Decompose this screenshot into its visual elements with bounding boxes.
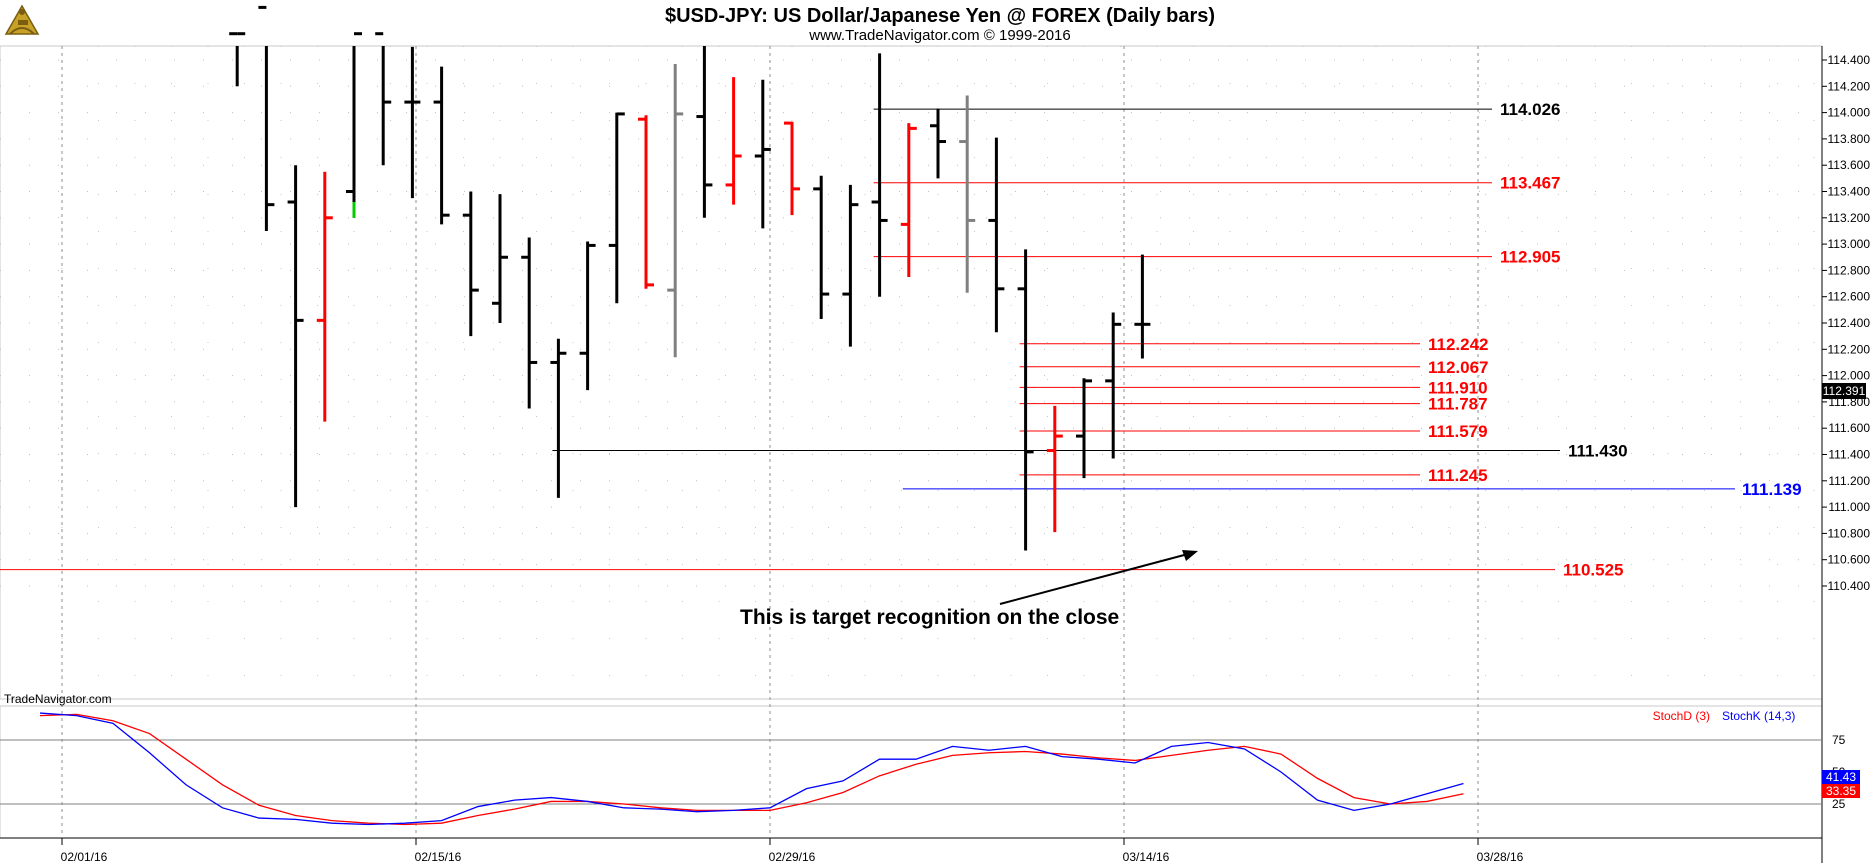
ohlc-bar [930,108,946,179]
header-band [0,0,1876,44]
ohlc-bar [959,95,976,293]
level-label: 111.139 [1742,480,1802,499]
stochk-legend: StochK (14,3) [1722,709,1795,723]
y-tick-label: 112.800 [1828,263,1871,277]
y-tick-label: 110.800 [1828,526,1871,540]
ohlc-bar [1105,312,1122,459]
stochastic-panel: 755025 [0,712,1846,826]
y-tick-label: 110.600 [1828,553,1871,567]
ohlc-bar [638,115,654,289]
ohlc-bar [1046,405,1063,533]
stochk-value-marker: 41.43 [1822,770,1860,784]
ohlc-bars [229,5,1151,551]
ohlc-bar [754,79,771,229]
ohlc-bar [813,175,830,320]
ohlc-bar [492,194,508,323]
y-tick-label: 114.200 [1828,79,1871,93]
level-label: 111.430 [1568,442,1628,461]
ohlc-bar [725,77,742,205]
x-tick-label: 02/01/16 [61,850,108,863]
level-label: 113.467 [1500,174,1561,193]
y-tick-label: 111.600 [1828,421,1870,435]
y-tick-label: 113.000 [1828,237,1871,251]
y-tick-label: 113.400 [1828,185,1871,199]
stochk-line [39,712,1464,826]
x-tick-label: 02/29/16 [769,850,816,863]
gridlines [0,46,1822,838]
ohlc-bar [1017,249,1034,551]
watermark: TradeNavigator.com [4,692,112,706]
level-label: 111.787 [1428,395,1488,414]
level-label: 112.242 [1428,335,1489,354]
ohlc-bar [462,191,479,337]
y-tick-label: 112.400 [1828,316,1871,330]
chart-title: $USD-JPY: US Dollar/Japanese Yen @ FOREX… [665,5,1215,27]
ohlc-bar [579,241,596,391]
stoch-tick-label: 25 [1832,797,1846,811]
annotation-arrowhead-icon [1182,550,1198,561]
y-tick-label: 113.600 [1828,158,1871,172]
y-tick-label: 111.200 [1828,474,1870,488]
last-price-marker: 112.391 [1822,383,1866,399]
ohlc-bar [988,137,1005,333]
stochd-value: 33.35 [1826,784,1856,798]
ohlc-bar [900,123,917,277]
ohlc-bar [316,171,333,422]
price-axis: 114.400 114.200 114.000 113.800 113.600 113.4… [1822,53,1870,593]
ohlc-bar [1134,254,1151,359]
level-label: 114.026 [1500,100,1561,119]
ohlc-bar [667,63,684,358]
ohlc-bar [842,184,859,347]
y-tick-label: 111.400 [1828,448,1870,462]
x-tick-label: 03/14/16 [1123,850,1170,863]
level-label: 111.245 [1428,466,1488,485]
x-tick-label: 03/28/16 [1477,850,1524,863]
stochd-value-marker: 33.35 [1822,784,1860,798]
annotation-arrow-line [999,553,1189,605]
ohlc-bar [258,5,275,231]
y-tick-label: 111.000 [1828,500,1870,514]
ohlc-bar [404,46,421,199]
y-tick-label: 112.000 [1828,369,1871,383]
sextant-logo-icon [4,4,40,35]
last-price-label: 112.391 [1823,384,1866,398]
level-label: 112.067 [1428,358,1489,377]
ohlc-bar [433,66,450,225]
y-tick-label: 114.000 [1828,106,1871,120]
chart-subtitle: www.TradeNavigator.com © 1999-2016 [808,27,1070,44]
stochd-legend: StochD (3) [1653,709,1710,723]
ohlc-bar [784,121,800,216]
annotation: This is target recognition on the close [740,550,1198,629]
y-tick-label: 110.400 [1828,579,1871,593]
ohlc-bar [1076,378,1092,479]
y-tick-label: 113.800 [1828,132,1871,146]
target-levels: 114.026 113.467 112.905 112.242 112.067111.9… [0,100,1802,580]
ohlc-bar [550,338,567,498]
ohlc-bar [287,165,304,508]
stochk-value: 41.43 [1826,770,1856,784]
ohlc-bar [229,32,246,87]
y-tick-label: 112.600 [1828,290,1871,304]
y-tick-label: 113.200 [1828,211,1871,225]
level-label: 111.910 [1428,378,1488,397]
annotation-text: This is target recognition on the close [740,606,1119,629]
ohlc-bar [696,46,713,218]
y-tick-label: 114.400 [1828,53,1871,67]
x-tick-label: 02/15/16 [415,850,462,863]
ohlc-bar [521,237,538,409]
level-label: 112.905 [1500,248,1561,267]
y-tick-label: 112.200 [1828,342,1871,356]
stochd-line [39,713,1464,826]
date-axis: 02/01/16 02/15/16 02/29/16 03/14/16 03/28/16 [61,838,1524,863]
ohlc-bar [346,32,362,218]
ohlc-bar [375,32,392,166]
level-label: 111.579 [1428,422,1488,441]
stoch-tick-label: 75 [1832,733,1846,747]
level-label: 110.525 [1563,561,1624,580]
price-panel-frame [0,45,1823,700]
ohlc-bar [871,53,888,297]
ohlc-bar [608,112,625,304]
